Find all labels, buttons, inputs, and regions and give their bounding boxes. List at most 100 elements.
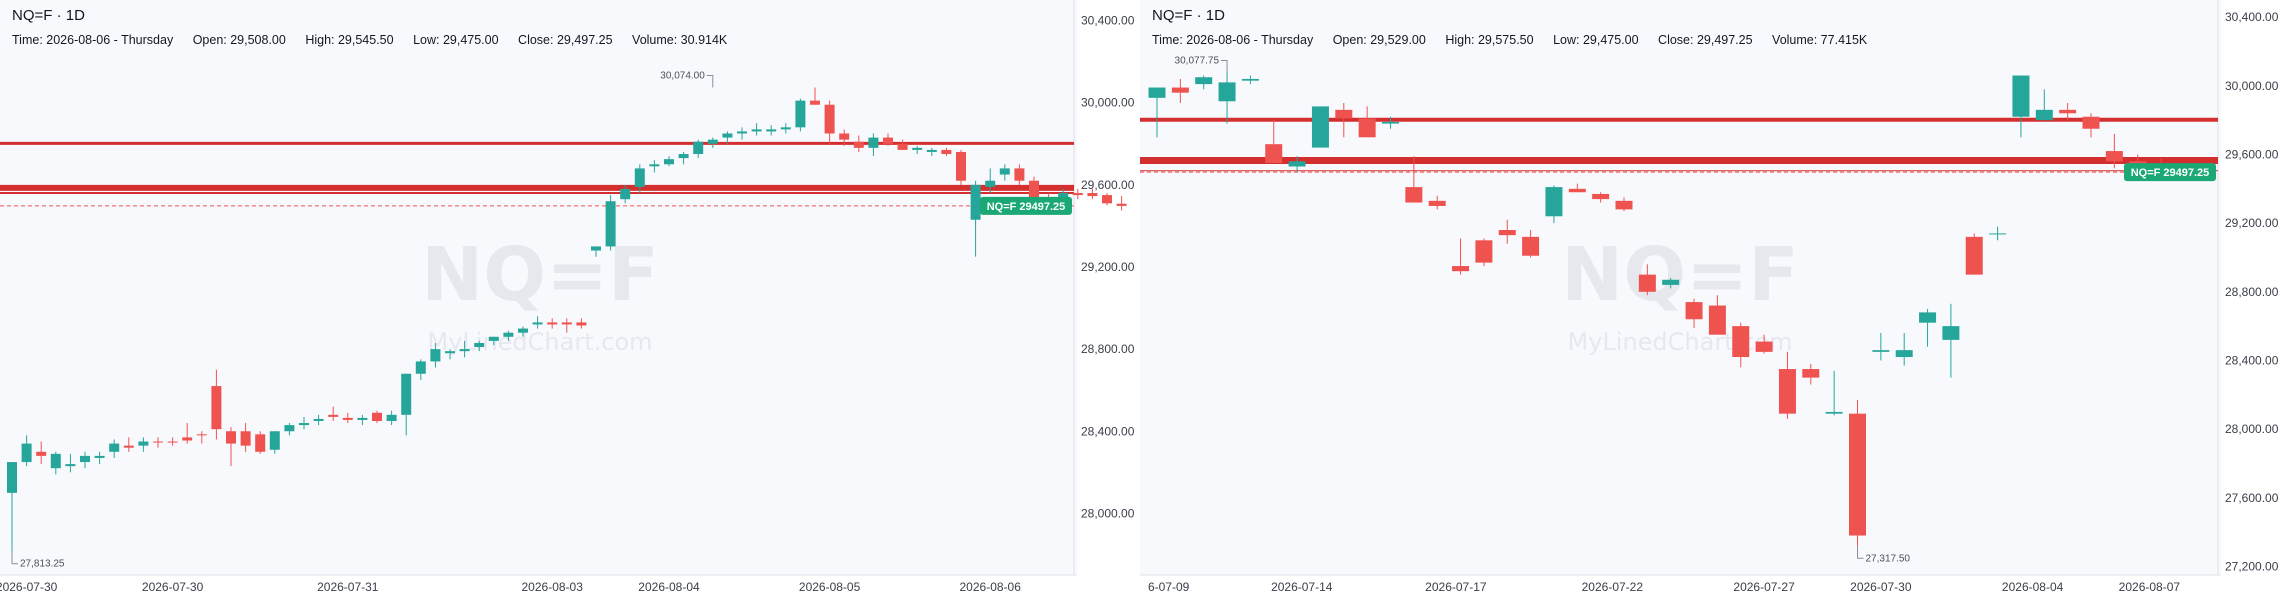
- candle[interactable]: [1475, 238, 1493, 267]
- candle[interactable]: [1311, 106, 1329, 148]
- candle[interactable]: [1014, 164, 1025, 185]
- candle[interactable]: [342, 412, 353, 424]
- candle[interactable]: [780, 123, 791, 134]
- candle[interactable]: [255, 431, 266, 454]
- candle[interactable]: [269, 431, 280, 454]
- candle[interactable]: [2059, 102, 2077, 121]
- candle[interactable]: [634, 164, 645, 194]
- candle[interactable]: [1382, 116, 1399, 129]
- candle[interactable]: [1545, 185, 1563, 224]
- candle[interactable]: [1171, 78, 1189, 103]
- candle[interactable]: [36, 441, 47, 465]
- candle[interactable]: [868, 133, 879, 157]
- candle[interactable]: [94, 451, 105, 465]
- candle[interactable]: [824, 100, 835, 144]
- candle[interactable]: [1498, 219, 1516, 244]
- candle[interactable]: [1102, 193, 1112, 206]
- candle[interactable]: [591, 246, 601, 257]
- candle[interactable]: [1732, 322, 1750, 368]
- candle[interactable]: [1241, 75, 1259, 85]
- candle[interactable]: [912, 145, 923, 155]
- candle[interactable]: [1405, 156, 1423, 203]
- candle[interactable]: [605, 195, 616, 251]
- candle[interactable]: [167, 437, 178, 446]
- candle[interactable]: [386, 410, 397, 426]
- candle[interactable]: [1218, 72, 1236, 124]
- candle[interactable]: [415, 359, 426, 380]
- candle[interactable]: [1919, 308, 1937, 347]
- candle[interactable]: [1072, 188, 1083, 200]
- candle[interactable]: [970, 180, 981, 257]
- candle[interactable]: [1685, 298, 1703, 328]
- candle[interactable]: [561, 318, 572, 333]
- candle[interactable]: [182, 423, 193, 444]
- candle[interactable]: [985, 168, 996, 194]
- candle[interactable]: [474, 340, 485, 352]
- candle[interactable]: [1989, 226, 2007, 241]
- candle[interactable]: [1942, 303, 1960, 378]
- candle[interactable]: [1592, 192, 1610, 203]
- candlestick-chart-left[interactable]: NQ=F MyLinedChart.com 28,000.00 28,400.00 28…: [0, 0, 1140, 597]
- candle[interactable]: [1615, 197, 1633, 212]
- candle[interactable]: [547, 318, 558, 329]
- candle[interactable]: [941, 147, 952, 157]
- candle[interactable]: [1895, 332, 1913, 366]
- candle[interactable]: [50, 451, 61, 475]
- candle[interactable]: [1802, 363, 1820, 385]
- candle[interactable]: [664, 156, 674, 167]
- candle[interactable]: [722, 131, 733, 144]
- candle[interactable]: [1755, 334, 1773, 354]
- candle[interactable]: [1452, 238, 1470, 275]
- candle[interactable]: [328, 406, 339, 421]
- candle[interactable]: [65, 453, 76, 473]
- candle[interactable]: [240, 423, 251, 452]
- candle[interactable]: [1288, 156, 1306, 172]
- candle[interactable]: [956, 149, 966, 185]
- candle[interactable]: [1778, 351, 1796, 419]
- chart-panel-right[interactable]: NQ=F · 1D Time: 2026-08-06 - Thursday Op…: [1140, 0, 2284, 597]
- chart-panel-left[interactable]: NQ=F · 1D Time: 2026-08-06 - Thursday Op…: [0, 0, 1140, 597]
- candle[interactable]: [1872, 332, 1890, 361]
- candle[interactable]: [1148, 87, 1166, 138]
- candle[interactable]: [620, 184, 631, 204]
- candle[interactable]: [1825, 370, 1843, 416]
- candle[interactable]: [999, 164, 1010, 181]
- candle[interactable]: [1265, 120, 1283, 164]
- candle[interactable]: [138, 437, 149, 452]
- candle[interactable]: [2012, 75, 2030, 138]
- candle[interactable]: [532, 316, 543, 329]
- candle[interactable]: [1195, 75, 1213, 90]
- candle[interactable]: [357, 414, 368, 426]
- candle[interactable]: [1568, 183, 1586, 193]
- candle[interactable]: [1662, 278, 1680, 289]
- candle[interactable]: [707, 137, 718, 148]
- candle[interactable]: [80, 451, 90, 469]
- candle[interactable]: [2105, 133, 2123, 169]
- candle[interactable]: [123, 437, 134, 452]
- candle[interactable]: [1849, 399, 1866, 547]
- candle[interactable]: [766, 125, 777, 136]
- candle[interactable]: [372, 410, 382, 424]
- candle[interactable]: [153, 437, 163, 448]
- candle[interactable]: [21, 435, 32, 467]
- candle[interactable]: [751, 123, 762, 136]
- candle[interactable]: [299, 416, 309, 430]
- candle[interactable]: [518, 326, 528, 337]
- candlestick-chart-right[interactable]: NQ=F MyLinedChart.com 27,200.00 27,600.00 28…: [1140, 0, 2284, 597]
- candle[interactable]: [211, 369, 222, 440]
- candle[interactable]: [1428, 195, 1446, 210]
- candle[interactable]: [810, 87, 820, 105]
- candle[interactable]: [926, 147, 937, 157]
- candle[interactable]: [897, 139, 908, 150]
- candle[interactable]: [1522, 230, 1540, 258]
- candle[interactable]: [459, 340, 470, 358]
- candle[interactable]: [649, 160, 660, 173]
- candle[interactable]: [2082, 113, 2100, 138]
- candle[interactable]: [109, 439, 120, 458]
- candle[interactable]: [430, 342, 441, 368]
- candle[interactable]: [1638, 264, 1656, 296]
- candle[interactable]: [693, 139, 704, 159]
- candle[interactable]: [1087, 188, 1098, 200]
- candle[interactable]: [1116, 196, 1127, 211]
- candle[interactable]: [401, 373, 412, 436]
